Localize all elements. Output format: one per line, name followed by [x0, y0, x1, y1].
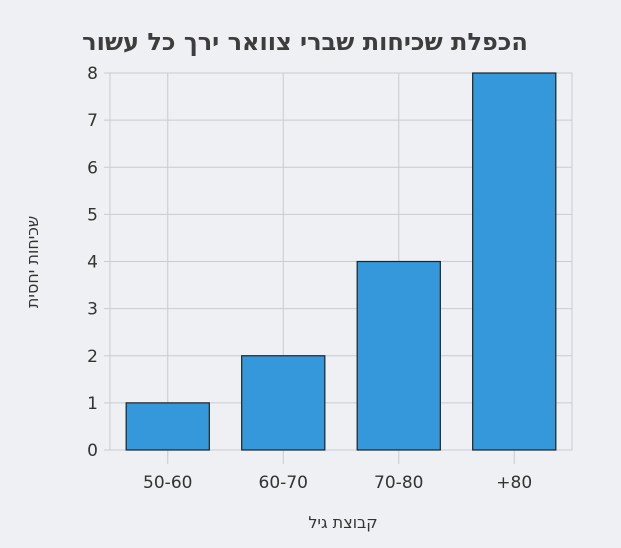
x-tick-label: 70-80	[374, 473, 423, 493]
x-axis-label: קבוצת גיל	[308, 513, 377, 532]
y-tick-label: 3	[87, 300, 98, 320]
y-tick-label: 8	[87, 64, 98, 84]
y-tick-label: 2	[87, 347, 98, 367]
y-tick-label: 4	[87, 253, 98, 273]
y-tick-label: 5	[87, 205, 98, 225]
bar-60-70	[241, 355, 326, 451]
y-tick-label: 6	[87, 158, 98, 178]
x-tick-label: 60-70	[259, 473, 308, 493]
y-tick-label: 1	[87, 394, 98, 414]
bar-50-60	[125, 402, 210, 451]
y-axis-label: שכיחות יחסית	[23, 216, 42, 308]
y-tick-label: 7	[87, 111, 98, 131]
y-tick-label: 0	[87, 441, 98, 461]
x-tick-label: 50-60	[143, 473, 192, 493]
x-axis-ticks: 50-60 60-70 70-80 +80	[143, 473, 532, 493]
bar-70-80	[356, 260, 441, 451]
chart-title: הכפלת שכיחות שברי צוואר ירך כל עשור	[82, 28, 528, 56]
bar-+80	[472, 72, 557, 451]
x-tick-label: +80	[496, 473, 532, 493]
bars	[125, 72, 557, 451]
y-axis-ticks: 0 1 2 3 4 5 6 7 8	[87, 64, 110, 461]
